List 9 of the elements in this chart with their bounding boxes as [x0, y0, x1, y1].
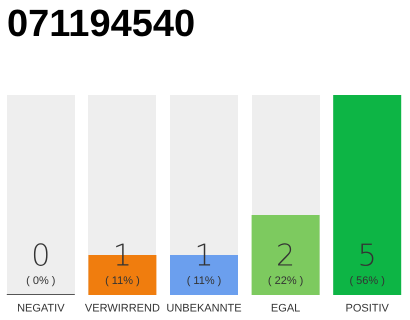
x-tick-label: VERWIRREND [84, 302, 160, 314]
data-label: 2 ( 22% ) [268, 238, 304, 287]
chart-title: 071194540 [7, 3, 196, 45]
data-label: 0 ( 0% ) [26, 238, 56, 287]
x-tick-label: NEGATIV [17, 302, 66, 314]
x-tick-label: EGAL [270, 302, 300, 314]
x-tick-label: POSITIV [345, 302, 390, 314]
data-label: 5 ( 56% ) [349, 238, 385, 287]
x-tick-label: UNBEKANNTE [166, 302, 242, 314]
